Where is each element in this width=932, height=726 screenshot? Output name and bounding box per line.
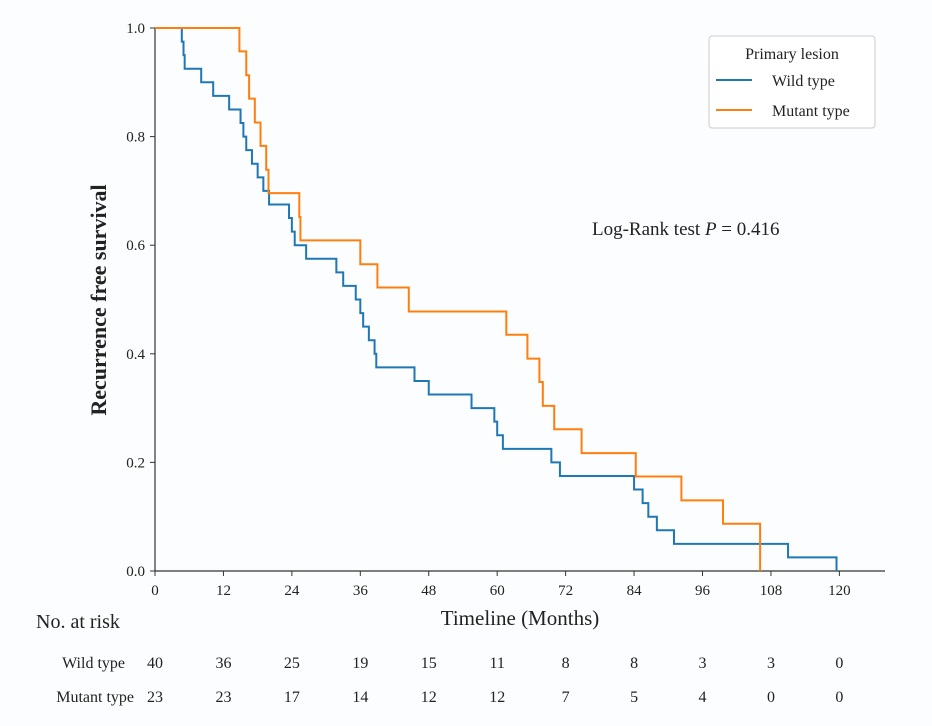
risk-row-label: Mutant type <box>56 689 134 706</box>
risk-value: 23 <box>147 689 163 706</box>
risk-table-title: No. at risk <box>36 611 120 633</box>
x-tick-label: 84 <box>627 583 643 599</box>
risk-value: 14 <box>352 689 368 706</box>
risk-value: 12 <box>421 689 437 706</box>
x-tick-label: 0 <box>151 583 159 599</box>
km-curve-mutant <box>155 27 762 571</box>
x-tick-label: 120 <box>828 583 851 599</box>
x-axis-label: Timeline (Months) <box>441 606 599 630</box>
risk-value: 4 <box>699 689 707 706</box>
legend-box <box>708 35 876 129</box>
risk-value: 3 <box>767 655 775 672</box>
risk-value: 7 <box>562 689 570 706</box>
y-tick-label: 0.2 <box>126 455 145 471</box>
y-tick-label: 0.4 <box>126 347 145 363</box>
risk-value: 8 <box>630 655 638 672</box>
risk-value: 0 <box>767 689 775 706</box>
x-tick-label: 12 <box>216 583 231 599</box>
risk-value: 3 <box>699 655 707 672</box>
risk-value: 17 <box>284 689 300 706</box>
legend-title: Primary lesion <box>745 46 839 63</box>
log-rank-annotation: Log-Rank test P = 0.416 <box>592 219 780 240</box>
y-tick-label: 0.0 <box>126 564 145 580</box>
risk-value: 19 <box>352 655 368 672</box>
risk-value: 36 <box>215 655 231 672</box>
y-tick-label: 0.8 <box>126 130 145 146</box>
risk-value: 11 <box>489 655 504 672</box>
risk-value: 12 <box>489 689 505 706</box>
legend-label-mutant: Mutant type <box>772 103 850 120</box>
risk-value: 0 <box>835 655 843 672</box>
risk-row-label: Wild type <box>62 655 125 672</box>
risk-value: 5 <box>630 689 638 706</box>
x-tick-label: 96 <box>695 583 711 599</box>
risk-value: 0 <box>835 689 843 706</box>
y-axis-label: Recurrence free survival <box>86 184 111 415</box>
x-tick-label: 36 <box>353 583 369 599</box>
axes: 0 12 24 36 48 60 72 84 96 108 120 0.0 0.2 0.4 0.6 0.8 1.… <box>126 21 885 599</box>
legend: Primary lesion Wild type Mutant type <box>708 35 876 129</box>
x-tick-label: 72 <box>558 583 573 599</box>
risk-value: 15 <box>421 655 437 672</box>
x-tick-label: 60 <box>490 583 505 599</box>
km-curve-wild <box>155 27 838 571</box>
risk-value: 40 <box>147 655 163 672</box>
x-tick-label: 24 <box>284 583 300 599</box>
x-tick-label: 48 <box>421 583 436 599</box>
y-tick-label: 0.6 <box>126 238 145 254</box>
risk-value: 8 <box>562 655 570 672</box>
risk-value: 25 <box>284 655 300 672</box>
x-tick-label: 108 <box>760 583 783 599</box>
risk-value: 23 <box>215 689 231 706</box>
legend-label-wild: Wild type <box>772 73 835 90</box>
curves <box>155 27 838 571</box>
y-tick-label: 1.0 <box>126 21 145 37</box>
